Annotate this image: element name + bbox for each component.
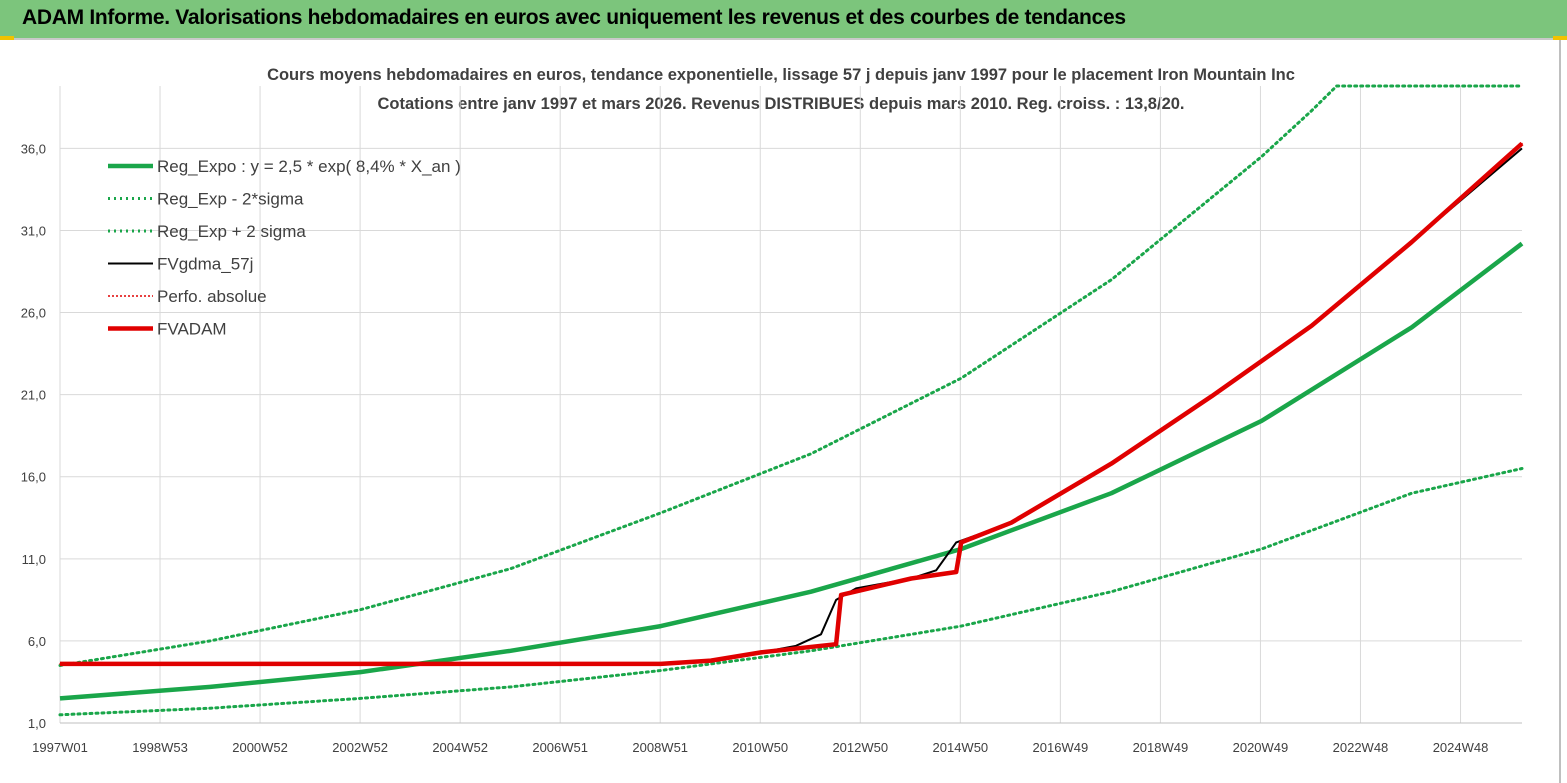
x-tick-label: 2020W49: [1233, 740, 1289, 755]
legend-label: Reg_Exp - 2*sigma: [157, 190, 304, 209]
y-tick-label: 26,0: [21, 306, 46, 321]
chart-title: Cours moyens hebdomadaires en euros, ten…: [267, 66, 1295, 84]
series-line-1: [58, 467, 1524, 717]
x-tick-label: 2006W51: [532, 740, 588, 755]
legend-label: Reg_Expo : y = 2,5 * exp( 8,4% * X_an ): [157, 157, 461, 176]
x-tick-label: 2022W48: [1333, 740, 1389, 755]
y-tick-label: 36,0: [21, 141, 46, 156]
legend: Reg_Expo : y = 2,5 * exp( 8,4% * X_an ) R…: [108, 157, 461, 339]
y-tick-label: 21,0: [21, 388, 46, 403]
series-line-0: [59, 241, 1524, 701]
x-tick-label: 2002W52: [332, 740, 388, 755]
series-line-2: [58, 84, 1524, 667]
banner-divider: [14, 38, 1554, 40]
legend-label: FVADAM: [157, 320, 227, 339]
x-tick-label: 2018W49: [1133, 740, 1189, 755]
y-tick-label: 31,0: [21, 223, 46, 238]
corner-accent-right: [1553, 36, 1567, 40]
x-tick-label: 1998W53: [132, 740, 188, 755]
y-tick-label: 16,0: [21, 470, 46, 485]
x-axis: 1997W01 1998W53 2000W52 2002W52 2004W52 2006W…: [32, 740, 1488, 755]
gridlines: [59, 86, 1522, 724]
corner-accent-left: [0, 36, 14, 40]
legend-label: Perfo. absolue: [157, 287, 267, 306]
chart: Cours moyens hebdomadaires en euros, ten…: [21, 66, 1524, 755]
plot-area: [58, 84, 1524, 717]
header-banner: ADAM Informe. Valorisations hebdomadaire…: [0, 0, 1567, 38]
x-tick-label: 2004W52: [432, 740, 488, 755]
x-tick-label: 1997W01: [32, 740, 88, 755]
x-tick-label: 2014W50: [933, 740, 989, 755]
frame-right-border: [1559, 40, 1561, 783]
legend-label: Reg_Exp + 2 sigma: [157, 222, 306, 241]
y-tick-label: 11,0: [22, 552, 46, 567]
x-tick-label: 2000W52: [232, 740, 288, 755]
x-tick-label: 2024W48: [1433, 740, 1489, 755]
x-tick-label: 2016W49: [1033, 740, 1089, 755]
y-tick-label: 6,0: [28, 634, 46, 649]
x-tick-label: 2008W51: [632, 740, 688, 755]
y-tick-label: 1,0: [28, 716, 46, 731]
x-tick-label: 2010W50: [732, 740, 788, 755]
x-tick-label: 2012W50: [832, 740, 888, 755]
legend-label: FVgdma_57j: [157, 255, 253, 274]
chart-subtitle: Cotations entre janv 1997 et mars 2026. …: [377, 95, 1184, 113]
y-axis: 1,0 6,0 11,0 16,0 21,0 26,0 31,0 36,0: [21, 141, 46, 731]
page-title: ADAM Informe. Valorisations hebdomadaire…: [22, 6, 1126, 29]
series-line-5: [60, 141, 1524, 667]
